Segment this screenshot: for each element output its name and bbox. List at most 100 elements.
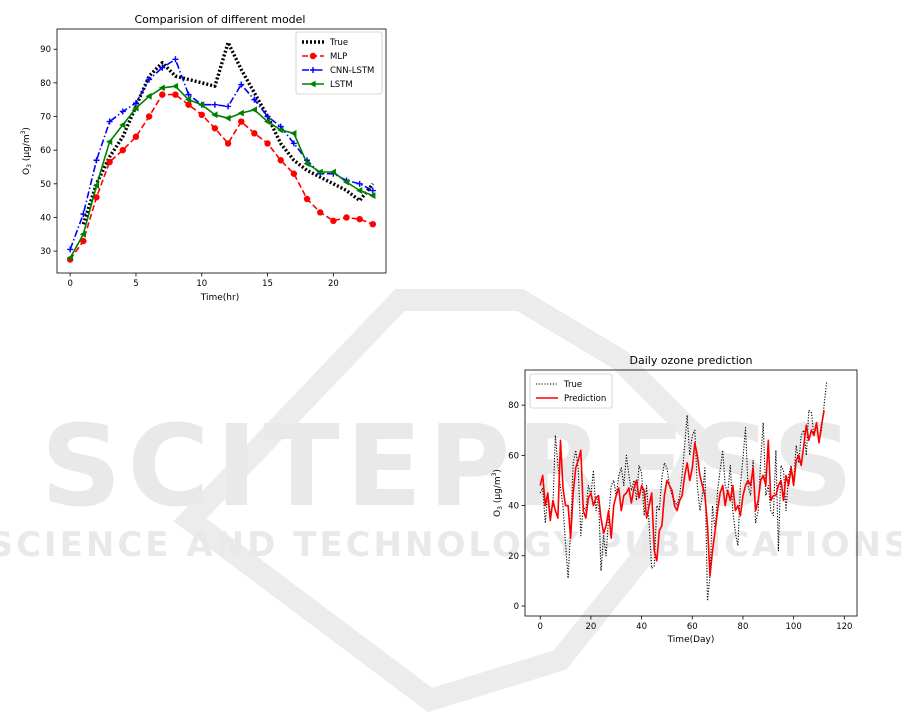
chart1-point-cnn-lstm (225, 103, 232, 110)
chart1-ytick-label: 40 (40, 213, 51, 223)
chart2-xtick-label: 0 (537, 622, 542, 632)
chart1-point-mlp (172, 91, 179, 98)
chart1-legend-box (295, 31, 383, 95)
chart1-point-cnn-lstm (106, 118, 113, 125)
model-comparison-chart: Comparision of different model 0 5 10 15 20 3… (20, 13, 387, 303)
chart2-xtick-label: 120 (836, 622, 852, 632)
chart1-point-lstm (211, 111, 218, 119)
chart1-legend-label: LSTM (330, 80, 353, 90)
chart1-point-cnn-lstm (251, 96, 258, 103)
chart1-point-lstm (198, 101, 205, 109)
chart2-ytick-label: 0 (514, 602, 519, 612)
chart1-point-lstm (66, 254, 73, 262)
chart2-ytick-label: 80 (508, 401, 519, 411)
chart1-point-mlp (251, 130, 258, 137)
chart1-point-mlp (185, 101, 192, 108)
chart1-point-mlp (264, 140, 271, 147)
chart1-xlabel: Time(hr) (200, 293, 239, 303)
chart1-point-lstm (119, 121, 126, 129)
chart2-series-line-true (539, 382, 828, 602)
chart1-legend-label: CNN-LSTM (330, 66, 374, 76)
chart1-legend-label: True (329, 38, 348, 48)
chart1-ylabel-sup: 3 (20, 130, 27, 134)
chart1-legend-marker (309, 52, 317, 60)
chart1-point-lstm (185, 96, 192, 104)
chart1-point-lstm (132, 104, 139, 112)
chart1-xtick-label: 20 (328, 279, 339, 289)
chart1-ylabel-unit: (μg/m (22, 134, 32, 164)
chart1-point-lstm (263, 118, 271, 125)
chart1-point-mlp (343, 214, 350, 221)
chart1-point-mlp (145, 113, 153, 120)
chart1-point-cnn-lstm (356, 180, 363, 187)
chart1-series-group (66, 40, 377, 263)
chart2-xtick-label: 60 (687, 622, 698, 632)
chart1-point-mlp (224, 140, 232, 147)
chart1-point-lstm (237, 109, 244, 117)
chart1-point-lstm (171, 82, 179, 90)
chart2-ytick-label: 40 (508, 502, 519, 512)
chart2-ylabel: O3 (μg/m3) (491, 469, 504, 517)
chart2-title: Daily ozone prediction (630, 354, 753, 367)
chart1-ytick-label: 70 (40, 113, 51, 123)
watermark-swoosh-shape (173, 289, 714, 713)
chart2-ytick-label: 60 (508, 451, 519, 461)
chart1-point-lstm (250, 106, 257, 114)
chart1-point-mlp (369, 221, 377, 228)
chart1-point-mlp (356, 215, 363, 223)
daily-ozone-chart: Daily ozone prediction 0 20 40 60 80 100 120 0 2… (491, 354, 858, 645)
chart1-point-mlp (211, 125, 219, 132)
chart2-series-group (539, 382, 828, 602)
chart1-point-cnn-lstm (132, 100, 139, 107)
chart1-point-mlp (330, 217, 337, 225)
chart2-xtick-label: 100 (786, 622, 802, 632)
chart2-series-line-prediction (539, 410, 825, 577)
watermark-subtitle: SCIENCE AND TECHNOLOGY PUBLICATIONS (0, 525, 901, 565)
chart1-xtick-label: 0 (67, 279, 72, 289)
chart2-ylabel-sup: 3 (491, 472, 498, 476)
chart1-xtick-label: 5 (133, 279, 138, 289)
chart1-xtick-label: 10 (196, 279, 207, 289)
chart1-point-cnn-lstm (264, 113, 271, 120)
chart1-point-lstm (316, 168, 323, 176)
chart1-ylabel-sub: 3 (26, 164, 33, 168)
chart1-ytick-label: 30 (40, 247, 51, 257)
chart1-point-cnn-lstm (369, 187, 376, 194)
chart1-point-cnn-lstm (146, 76, 153, 83)
chart1-point-cnn-lstm (93, 157, 100, 164)
chart1-point-cnn-lstm (238, 81, 245, 88)
chart1-point-mlp (106, 158, 113, 166)
chart1-ylabel-main: O (22, 168, 32, 175)
chart1-series-line-cnn-lstm (69, 58, 374, 250)
chart1-point-lstm (79, 230, 86, 238)
chart1-legend-label: MLP (330, 52, 347, 62)
chart1-point-cnn-lstm (290, 140, 297, 147)
chart1-plot-frame (56, 28, 387, 274)
chart2-xtick-label: 40 (636, 622, 647, 632)
chart2-ylabel-close: ) (493, 469, 503, 473)
chart1-point-lstm (158, 84, 165, 92)
chart1-ticks: 0 5 10 15 20 30 40 50 60 70 80 90 (40, 45, 339, 289)
chart1-series-line-mlp (69, 93, 374, 260)
chart1-ytick-label: 50 (40, 180, 51, 190)
chart2-ytick-label: 20 (508, 552, 519, 562)
chart2-legend-box (529, 373, 613, 409)
chart1-point-lstm (145, 92, 152, 100)
chart1-point-lstm (356, 187, 363, 194)
chart1-point-mlp (132, 133, 140, 140)
chart1-point-cnn-lstm (159, 64, 166, 71)
chart1-point-mlp (159, 91, 166, 98)
chart1-ylabel-close: ) (22, 127, 32, 131)
chart1-xtick-label: 15 (262, 279, 273, 289)
chart2-xtick-label: 80 (738, 622, 749, 632)
chart1-point-lstm (106, 138, 113, 146)
chart1-point-mlp (80, 237, 87, 245)
chart1-ytick-label: 60 (40, 146, 51, 156)
chart1-point-mlp (93, 194, 100, 201)
chart1-point-cnn-lstm (119, 108, 126, 115)
chart2-xtick-label: 20 (585, 622, 596, 632)
chart1-point-lstm (303, 160, 310, 168)
chart1-series-line-lstm (69, 85, 374, 259)
chart1-ylabel: O3 (μg/m3) (20, 127, 33, 175)
chart2-legend-label: Prediction (564, 394, 606, 404)
